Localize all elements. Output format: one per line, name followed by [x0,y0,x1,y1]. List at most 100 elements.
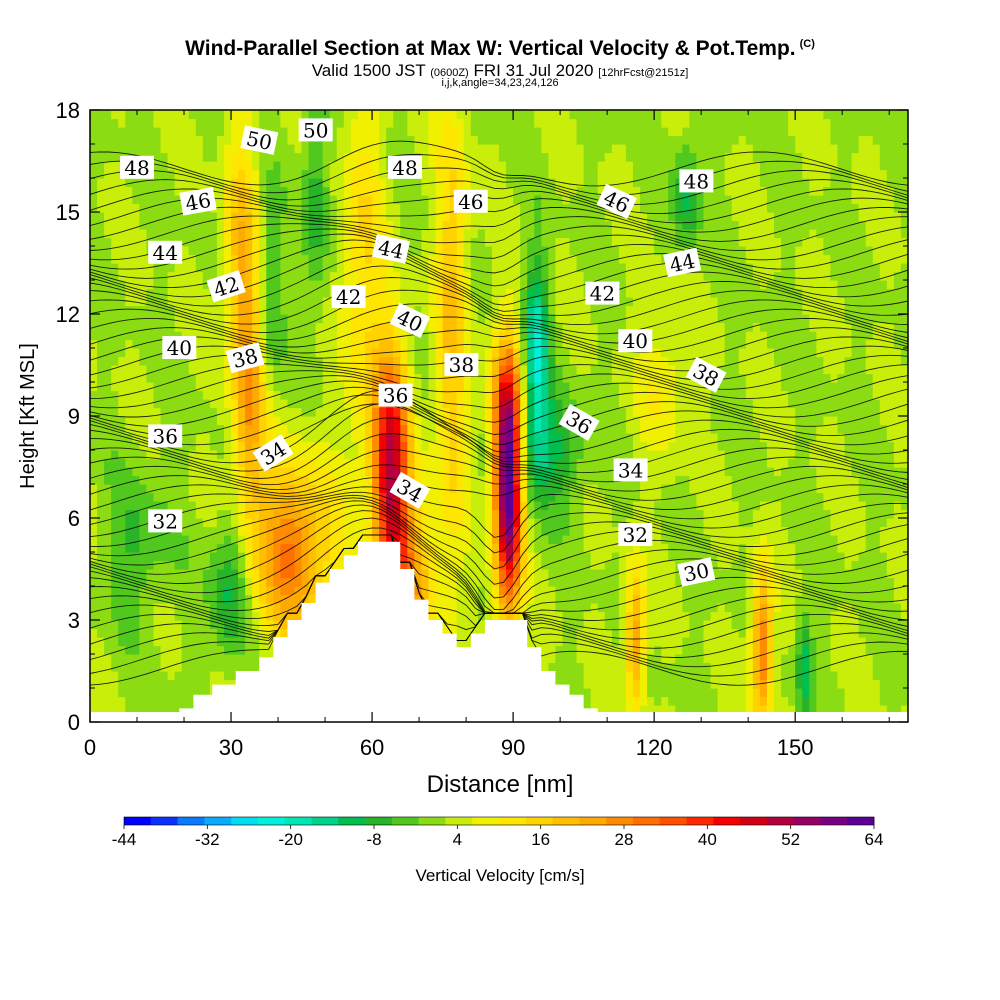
velocity-cell [428,212,437,222]
velocity-cell [308,246,317,256]
velocity-cell [456,535,465,545]
velocity-cell [365,509,373,519]
velocity-cell [301,271,310,281]
velocity-cell [435,535,444,545]
velocity-cell [527,518,535,528]
velocity-cell [379,263,387,273]
velocity-cell [357,339,366,349]
velocity-cell [534,331,542,341]
velocity-cell [322,288,331,298]
velocity-cell [202,637,211,647]
velocity-cell [245,118,253,128]
velocity-cell [259,552,267,562]
velocity-cell [534,152,542,162]
velocity-cell [174,271,183,281]
velocity-cell [294,305,303,315]
velocity-cell [569,637,578,647]
velocity-cell [181,543,190,553]
velocity-cell [456,416,465,426]
velocity-cell [259,195,267,205]
velocity-cell [294,441,303,451]
velocity-cell [520,237,528,247]
velocity-cell [350,543,359,553]
velocity-cell [195,382,204,392]
velocity-cell [484,518,493,528]
velocity-cell [350,220,359,230]
velocity-cell [414,594,423,604]
velocity-cell [301,220,310,230]
velocity-cell [449,407,458,417]
velocity-cell [379,161,387,171]
velocity-cell [111,144,119,154]
velocity-cell [329,365,338,375]
velocity-cell [238,603,246,613]
velocity-cell [506,560,514,570]
velocity-cell [223,552,232,562]
velocity-cell [527,637,535,647]
velocity-cell [202,110,211,120]
velocity-cell [393,322,401,332]
velocity-cell [132,458,140,468]
velocity-cell [414,467,423,477]
velocity-cell [118,178,126,188]
velocity-cell [449,331,458,341]
velocity-cell [280,212,289,222]
velocity-cell [421,152,430,162]
velocity-cell [273,135,281,145]
velocity-cell [90,509,98,519]
velocity-cell [294,212,303,222]
velocity-cell [294,135,303,145]
velocity-cell [146,331,155,341]
velocity-cell [555,356,564,366]
velocity-cell [386,288,394,298]
velocity-cell [259,186,267,196]
velocity-cell [513,186,521,196]
velocity-cell [287,254,296,264]
velocity-cell [97,688,105,698]
velocity-cell [569,135,578,145]
velocity-cell [506,509,514,519]
velocity-cell [350,305,359,315]
velocity-cell [555,127,564,137]
velocity-cell [491,467,500,477]
velocity-cell [188,390,197,400]
velocity-cell [118,195,126,205]
velocity-cell [216,509,225,519]
velocity-cell [167,705,176,712]
velocity-cell [132,297,140,307]
velocity-cell [139,229,148,239]
velocity-cell [104,390,112,400]
velocity-cell [139,144,148,154]
velocity-cell [195,543,204,553]
velocity-cell [372,229,380,239]
velocity-cell [231,543,239,553]
velocity-cell [216,152,225,162]
velocity-cell [569,509,578,519]
velocity-cell [527,288,535,298]
velocity-cell [343,407,352,417]
velocity-cell [97,509,105,519]
velocity-cell [104,288,112,298]
velocity-cell [470,509,479,519]
velocity-cell [428,246,437,256]
velocity-cell [125,671,133,681]
velocity-cell [90,169,98,179]
velocity-cell [231,518,239,528]
velocity-cell [280,229,289,239]
velocity-cell [231,373,239,383]
velocity-cell [301,331,310,341]
velocity-cell [329,271,338,281]
velocity-cell [393,526,401,536]
velocity-cell [322,178,331,188]
velocity-cell [273,484,281,494]
velocity-cell [520,373,528,383]
velocity-cell [160,127,169,137]
velocity-cell [520,509,528,519]
velocity-cell [421,509,430,519]
velocity-cell [372,509,380,519]
velocity-cell [491,399,500,409]
velocity-cell [477,178,486,188]
velocity-cell [513,535,521,545]
velocity-cell [153,705,162,712]
velocity-cell [118,560,126,570]
